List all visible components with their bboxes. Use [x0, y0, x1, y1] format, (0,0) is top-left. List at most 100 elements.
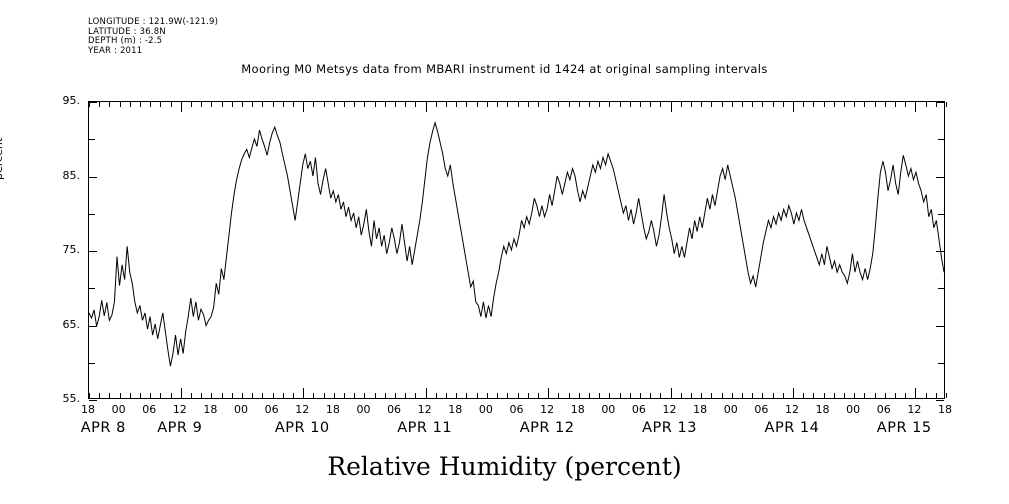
x-tick-major [792, 388, 794, 398]
x-tick-minor [823, 393, 825, 398]
x-tick-major-top [915, 102, 917, 112]
x-tick-minor [690, 393, 692, 398]
x-tick-minor [741, 393, 743, 398]
x-hour-label: 00 [601, 403, 616, 416]
x-tick-minor-top [211, 102, 213, 107]
x-tick-minor-top [374, 102, 376, 107]
x-tick-minor-top [364, 102, 366, 107]
y-tick-major-right [936, 251, 944, 252]
x-tick-major [548, 388, 550, 398]
x-tick-minor [262, 393, 264, 398]
x-tick-minor [894, 393, 896, 398]
x-tick-minor [680, 393, 682, 398]
x-hour-label: 06 [754, 403, 769, 416]
x-day-label: APR 13 [642, 420, 697, 436]
x-day-label: APR 15 [876, 420, 932, 436]
data-line-series [89, 102, 944, 398]
x-tick-minor-top [333, 102, 335, 107]
x-tick-minor [588, 393, 590, 398]
x-tick-minor-top [507, 102, 509, 107]
metadata-latitude: LATITUDE : 36.8N [88, 26, 166, 37]
x-tick-minor-top [201, 102, 203, 107]
x-tick-minor-top [599, 102, 601, 107]
x-tick-minor-top [568, 102, 570, 107]
x-hour-label: 12 [784, 403, 799, 416]
x-tick-minor-top [854, 102, 856, 107]
x-hour-label: 12 [907, 403, 922, 416]
x-tick-minor-top [323, 102, 325, 107]
x-tick-minor-top [221, 102, 223, 107]
metadata-longitude: LONGITUDE : 121.9W(-121.9) [88, 17, 219, 27]
x-tick-minor [935, 393, 937, 398]
x-tick-minor-top [833, 102, 835, 107]
x-tick-minor-top [772, 102, 774, 107]
x-tick-minor [333, 393, 335, 398]
x-tick-minor [527, 393, 529, 398]
x-tick-minor [293, 393, 295, 398]
x-tick-minor [272, 393, 274, 398]
x-hour-label: 18 [938, 403, 952, 416]
y-tick-major-right [936, 102, 944, 103]
x-tick-minor [374, 393, 376, 398]
metadata-block: LONGITUDE : 121.9W(-121.9) LATITUDE : 36… [88, 17, 219, 56]
x-tick-minor [119, 393, 121, 398]
x-tick-minor [221, 393, 223, 398]
x-tick-major-top [425, 102, 427, 112]
x-hour-label: 18 [448, 403, 463, 416]
y-tick-label: 95. [62, 94, 81, 107]
x-tick-minor [721, 393, 723, 398]
x-hour-label: 06 [631, 403, 646, 416]
x-tick-minor-top [150, 102, 152, 107]
x-tick-minor [170, 393, 172, 398]
x-tick-minor-top [517, 102, 519, 107]
x-tick-minor-top [650, 102, 652, 107]
x-tick-minor-top [344, 102, 346, 107]
x-hour-label: 12 [295, 403, 310, 416]
y-tick-label: 55. [62, 392, 81, 405]
x-tick-minor-top [823, 102, 825, 107]
x-tick-minor [282, 393, 284, 398]
x-tick-minor [864, 393, 866, 398]
chart-title: Mooring M0 Metsys data from MBARI instru… [241, 62, 768, 76]
x-tick-minor [129, 393, 131, 398]
x-day-label: APR 8 [80, 420, 126, 436]
x-tick-minor-top [537, 102, 539, 107]
y-tick-minor [89, 362, 95, 364]
x-tick-minor [486, 393, 488, 398]
x-tick-minor [99, 393, 101, 398]
x-tick-minor-top [711, 102, 713, 107]
x-tick-minor [201, 393, 203, 398]
x-tick-minor [813, 393, 815, 398]
x-tick-minor-top [905, 102, 907, 107]
x-tick-minor-top [864, 102, 866, 107]
x-tick-major-top [548, 102, 550, 112]
x-tick-minor [619, 393, 621, 398]
x-tick-minor [599, 393, 601, 398]
x-tick-minor-top [486, 102, 488, 107]
x-tick-minor [446, 393, 448, 398]
x-tick-minor-top [946, 102, 947, 107]
x-tick-minor [364, 393, 366, 398]
x-tick-minor-top [782, 102, 784, 107]
x-tick-minor [344, 393, 346, 398]
x-tick-minor [711, 393, 713, 398]
x-tick-minor-top [731, 102, 733, 107]
x-tick-major [425, 388, 427, 398]
x-tick-minor [833, 393, 835, 398]
x-tick-minor-top [466, 102, 468, 107]
x-tick-minor [946, 393, 947, 398]
x-tick-minor-top [527, 102, 529, 107]
x-tick-minor-top [497, 102, 499, 107]
x-tick-minor [629, 393, 631, 398]
x-tick-minor-top [354, 102, 356, 107]
y-tick-major-right [936, 325, 944, 327]
x-hour-label: 00 [478, 403, 493, 416]
x-tick-minor-top [170, 102, 172, 107]
x-tick-minor-top [894, 102, 896, 107]
x-tick-minor [650, 393, 652, 398]
x-tick-minor [497, 393, 499, 398]
y-tick-minor [89, 288, 95, 290]
x-hour-label: 06 [142, 403, 157, 416]
plot-canvas [89, 102, 944, 398]
x-tick-minor-top [803, 102, 805, 107]
